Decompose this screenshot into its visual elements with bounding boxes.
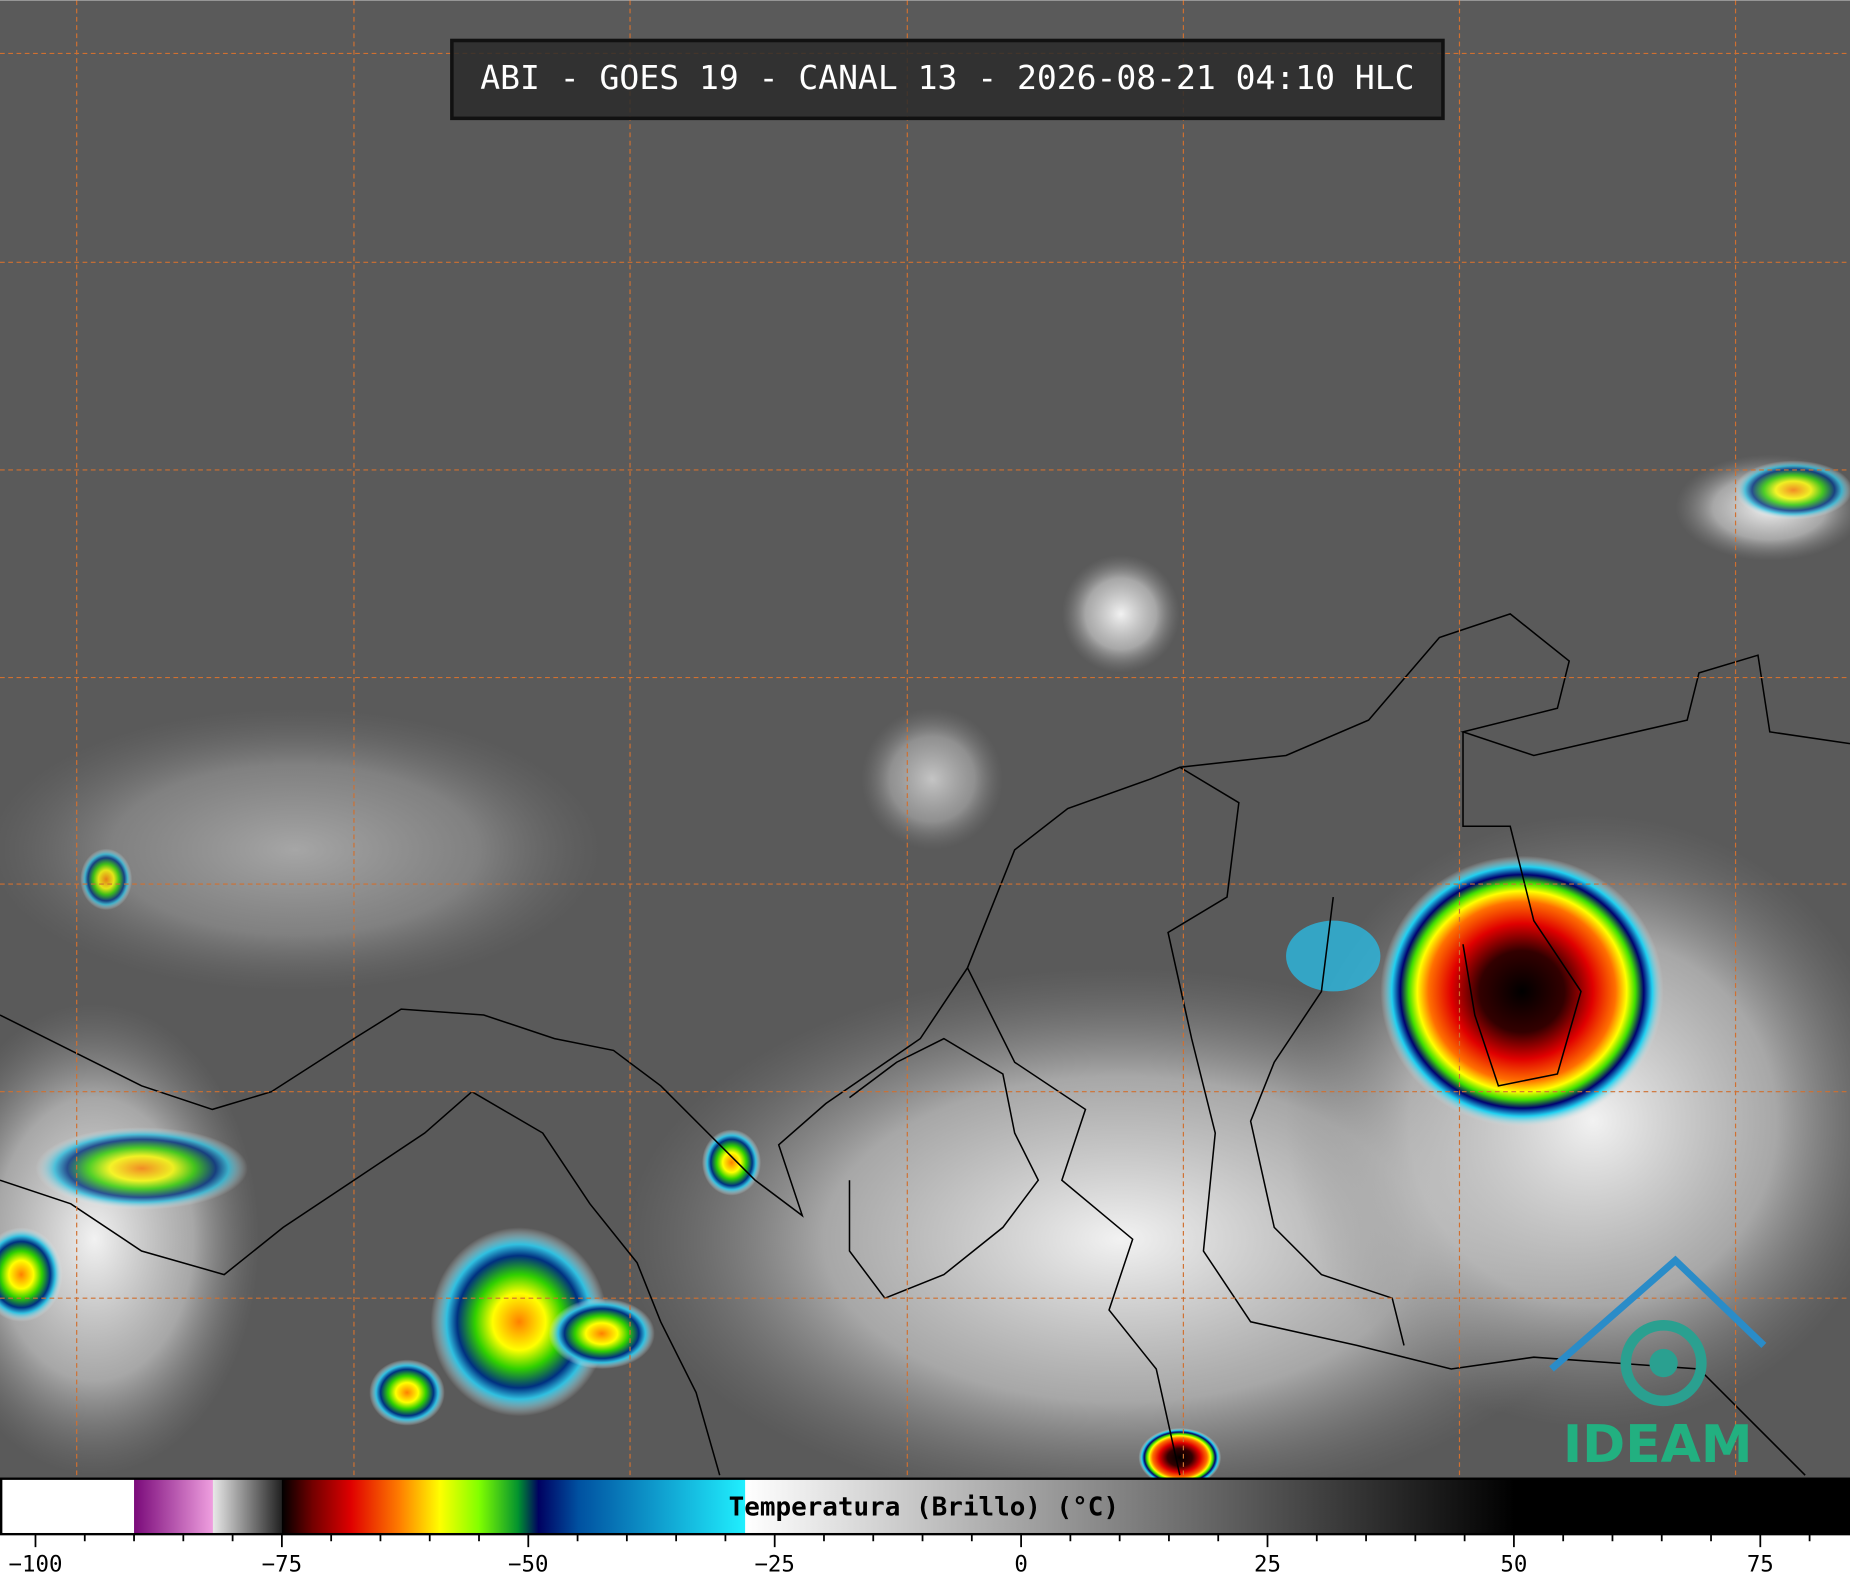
- title: ABI - GOES 19 - CANAL 13 - 2026-08-21 04…: [480, 58, 1414, 97]
- colorbar-segment: [281, 1478, 313, 1535]
- colorbar-segment: [518, 1478, 539, 1535]
- colorbar-segment: [577, 1478, 746, 1535]
- colorbar-segment: [1513, 1478, 1850, 1535]
- tick-label: 50: [1500, 1551, 1527, 1577]
- tick-label: −100: [8, 1551, 62, 1577]
- colorbar-segment: [479, 1478, 520, 1535]
- colorbar-segment: [400, 1478, 441, 1535]
- colorbar-segment: [439, 1478, 480, 1535]
- title-box: [450, 38, 1445, 121]
- tick-label: 0: [1014, 1551, 1027, 1577]
- colorbar-segment: [745, 1478, 1515, 1535]
- tick-label: −75: [262, 1551, 302, 1577]
- colorbar-label: Temperatura (Brillo) (°C): [729, 1493, 1119, 1523]
- colorbar-segment: [350, 1478, 401, 1535]
- colorbar-segment: [538, 1478, 579, 1535]
- tick-label: −25: [754, 1551, 794, 1577]
- colorbar-segment: [311, 1478, 352, 1535]
- coastlines: [0, 613, 1850, 1476]
- colorbar-segment: [212, 1478, 283, 1535]
- cloud-layer: [0, 454, 1850, 1511]
- colorbar-segment: [0, 1478, 135, 1535]
- colorbar-frame: [0, 1477, 1850, 1536]
- logo-text: IDEAM: [1563, 1415, 1753, 1475]
- colorbar: Temperatura (Brillo) (°C) −100 −75 −50 −25 0 2…: [0, 1477, 1850, 1577]
- tick-label: 25: [1254, 1551, 1281, 1577]
- logo: IDEAM: [1549, 1255, 1767, 1475]
- tick-label: −50: [508, 1551, 548, 1577]
- tick-label: 75: [1747, 1551, 1774, 1577]
- colorbar-segment: [134, 1478, 214, 1535]
